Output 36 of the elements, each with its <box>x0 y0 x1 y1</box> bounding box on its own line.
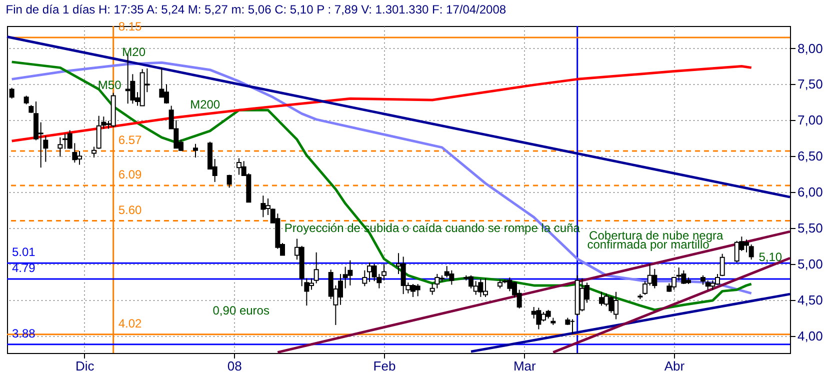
chart-title: Fin de día 1 días H: 17:35 A: 5,24 M: 5,27 m: 5,06 C: 5,10 P : 7,89 V: 1.301.330 F: 17/04/2008 <box>6 2 506 16</box>
y-tick-label: 8,00 <box>798 40 823 56</box>
x-tick-label: Dic <box>75 358 95 374</box>
candlestick <box>700 274 706 286</box>
ref-line-label: 6.57 <box>118 133 142 148</box>
x-tick-label: Mar <box>513 358 537 374</box>
y-tick-label: 5,00 <box>798 256 823 272</box>
annotation: 5,10 <box>758 250 782 264</box>
candlestick <box>58 136 63 158</box>
x-tick-label: Abr <box>664 358 686 374</box>
y-tick-label: 5,50 <box>798 220 823 236</box>
y-tick-label: 6,00 <box>798 184 823 200</box>
x-tick-label: Feb <box>373 358 396 374</box>
annotation: M20 <box>122 45 146 60</box>
y-tick-label: 4,50 <box>798 292 823 308</box>
y-tick-label: 7,00 <box>798 112 823 128</box>
y-tick-label: 4,00 <box>798 328 823 344</box>
candlestick <box>382 263 386 281</box>
x-tick-label: 08 <box>227 358 242 374</box>
candlestick <box>720 253 725 277</box>
y-tick-label: 6,50 <box>798 148 823 164</box>
line-series <box>10 64 753 142</box>
y-tick-label: 7,50 <box>798 76 823 92</box>
candlestick <box>314 252 319 284</box>
candlestick <box>226 174 232 188</box>
ref-line-label: 4.02 <box>118 316 142 330</box>
ref-line-label: 5.01 <box>12 245 36 260</box>
candlestick <box>193 143 198 158</box>
candlestick <box>748 244 754 260</box>
candlestick <box>362 270 368 287</box>
annotation: M200 <box>190 97 220 112</box>
ref-line-label: 5.60 <box>118 202 142 217</box>
annotation: 0,90 euros <box>212 303 270 318</box>
ref-line-label: 6.09 <box>118 168 142 182</box>
candlestick <box>92 146 96 158</box>
ref-line-label: 4.79 <box>12 260 36 275</box>
